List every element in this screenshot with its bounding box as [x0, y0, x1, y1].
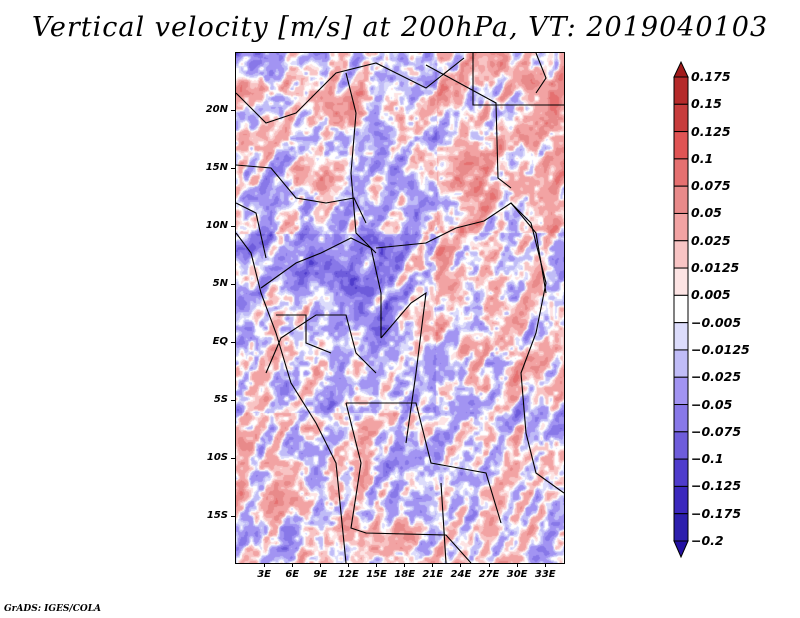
- country-borders: [236, 53, 564, 563]
- colorbar-label: −0.175: [691, 505, 742, 521]
- colorbar-segment: [673, 485, 689, 515]
- colorbar-segment: [673, 404, 689, 433]
- y-tick-mark: [231, 342, 236, 344]
- y-tick-label: 15N: [205, 161, 228, 173]
- colorbar-segment: [673, 431, 689, 460]
- vertical-velocity-field: [236, 53, 564, 563]
- colorbar-label: 0.005: [691, 287, 731, 303]
- x-tick-label: 27E: [478, 569, 500, 580]
- y-tick-label: 10S: [206, 451, 228, 463]
- x-tick-mark: [544, 563, 546, 567]
- x-tick-mark: [432, 563, 434, 567]
- y-tick-label: 5S: [213, 393, 228, 405]
- border-niger-chad-east: [345, 72, 377, 254]
- x-tick-label: 24E: [450, 569, 472, 580]
- x-tick-mark: [347, 563, 349, 567]
- x-tick-mark: [404, 563, 406, 567]
- colorbar-label: −0.005: [691, 314, 742, 330]
- grads-credit: GrADS: IGES/COLA: [4, 604, 102, 614]
- border-gabon: [276, 314, 332, 354]
- border-west-coast: [236, 232, 347, 563]
- colorbar-segment: [673, 131, 689, 160]
- colorbar: [673, 60, 689, 559]
- border-algeria-niger: [236, 57, 465, 124]
- colorbar-segment: [673, 103, 689, 133]
- colorbar-extend-max: [673, 60, 689, 78]
- colorbar-label: 0.125: [691, 123, 731, 139]
- colorbar-segment: [673, 349, 689, 378]
- y-tick-mark: [231, 110, 236, 112]
- chart-title: Vertical velocity [m/s] at 200hPa, VT: 2…: [31, 12, 769, 43]
- colorbar-label: −0.025: [691, 369, 742, 385]
- x-tick-label: 12E: [338, 569, 359, 580]
- x-tick-label: 33E: [534, 569, 556, 580]
- border-drc-south: [346, 402, 502, 524]
- border-nigeria: [236, 164, 367, 224]
- y-tick-mark: [231, 168, 236, 170]
- colorbar-label: 0.1: [691, 150, 714, 166]
- border-west-africa: [236, 202, 267, 259]
- colorbar-segment: [673, 513, 689, 542]
- x-tick-mark: [488, 563, 490, 567]
- map-plot-area: [236, 53, 564, 563]
- colorbar-label: −0.075: [691, 423, 742, 439]
- colorbar-label: 0.05: [691, 205, 722, 221]
- colorbar-label: −0.2: [691, 533, 724, 548]
- colorbar-label: −0.1: [691, 451, 724, 467]
- y-tick-mark: [231, 458, 236, 460]
- border-congo: [265, 314, 377, 374]
- colorbar-segment: [673, 294, 689, 324]
- y-tick-mark: [231, 226, 236, 228]
- x-tick-label: 6E: [285, 569, 300, 580]
- colorbar-segment: [673, 240, 689, 269]
- colorbar-segment: [673, 212, 689, 242]
- border-egypt-sudan: [472, 53, 564, 106]
- x-tick-mark: [263, 563, 265, 567]
- x-tick-label: 3E: [257, 569, 271, 580]
- colorbar-label: −0.125: [691, 478, 742, 494]
- border-zambia: [440, 482, 447, 563]
- y-tick-label: 20N: [205, 103, 228, 115]
- border-angola: [345, 402, 472, 563]
- colorbar-label: −0.05: [691, 396, 733, 412]
- colorbar-label: 0.075: [691, 178, 731, 194]
- y-tick-mark: [231, 400, 236, 402]
- x-tick-label: 21E: [422, 569, 444, 580]
- colorbar-label: 0.15: [691, 96, 722, 112]
- border-cameroon: [260, 237, 382, 338]
- x-tick-mark: [460, 563, 462, 567]
- colorbar-label: 0.025: [691, 232, 731, 248]
- y-tick-mark: [231, 516, 236, 518]
- x-tick-label: 15E: [366, 569, 387, 580]
- colorbar-segment: [673, 158, 689, 187]
- x-tick-label: 30E: [506, 569, 528, 580]
- x-tick-mark: [291, 563, 293, 567]
- colorbar-segment: [673, 76, 689, 105]
- y-tick-label: 10N: [205, 219, 228, 231]
- border-nile-region: [535, 53, 547, 94]
- border-car: [375, 202, 547, 294]
- x-tick-mark: [319, 563, 321, 567]
- y-tick-label: 15S: [206, 509, 228, 521]
- x-tick-mark: [376, 563, 378, 567]
- border-east-africa: [510, 202, 564, 494]
- colorbar-label: 0.0125: [691, 260, 740, 276]
- colorbar-segment: [673, 322, 689, 351]
- colorbar-extend-min: [673, 540, 689, 559]
- border-drc-west: [380, 291, 427, 444]
- y-tick-mark: [231, 284, 236, 286]
- x-tick-label: 18E: [394, 569, 416, 580]
- x-tick-mark: [516, 563, 518, 567]
- colorbar-segment: [673, 458, 689, 487]
- colorbar-segment: [673, 267, 689, 296]
- y-tick-label: EQ: [212, 335, 228, 347]
- y-tick-label: 5N: [212, 277, 228, 289]
- colorbar-label: 0.175: [691, 69, 731, 84]
- colorbar-segment: [673, 185, 689, 214]
- x-tick-label: 9E: [313, 569, 328, 580]
- colorbar-segment: [673, 376, 689, 406]
- colorbar-label: −0.0125: [691, 341, 750, 357]
- border-libya-chad: [425, 64, 512, 189]
